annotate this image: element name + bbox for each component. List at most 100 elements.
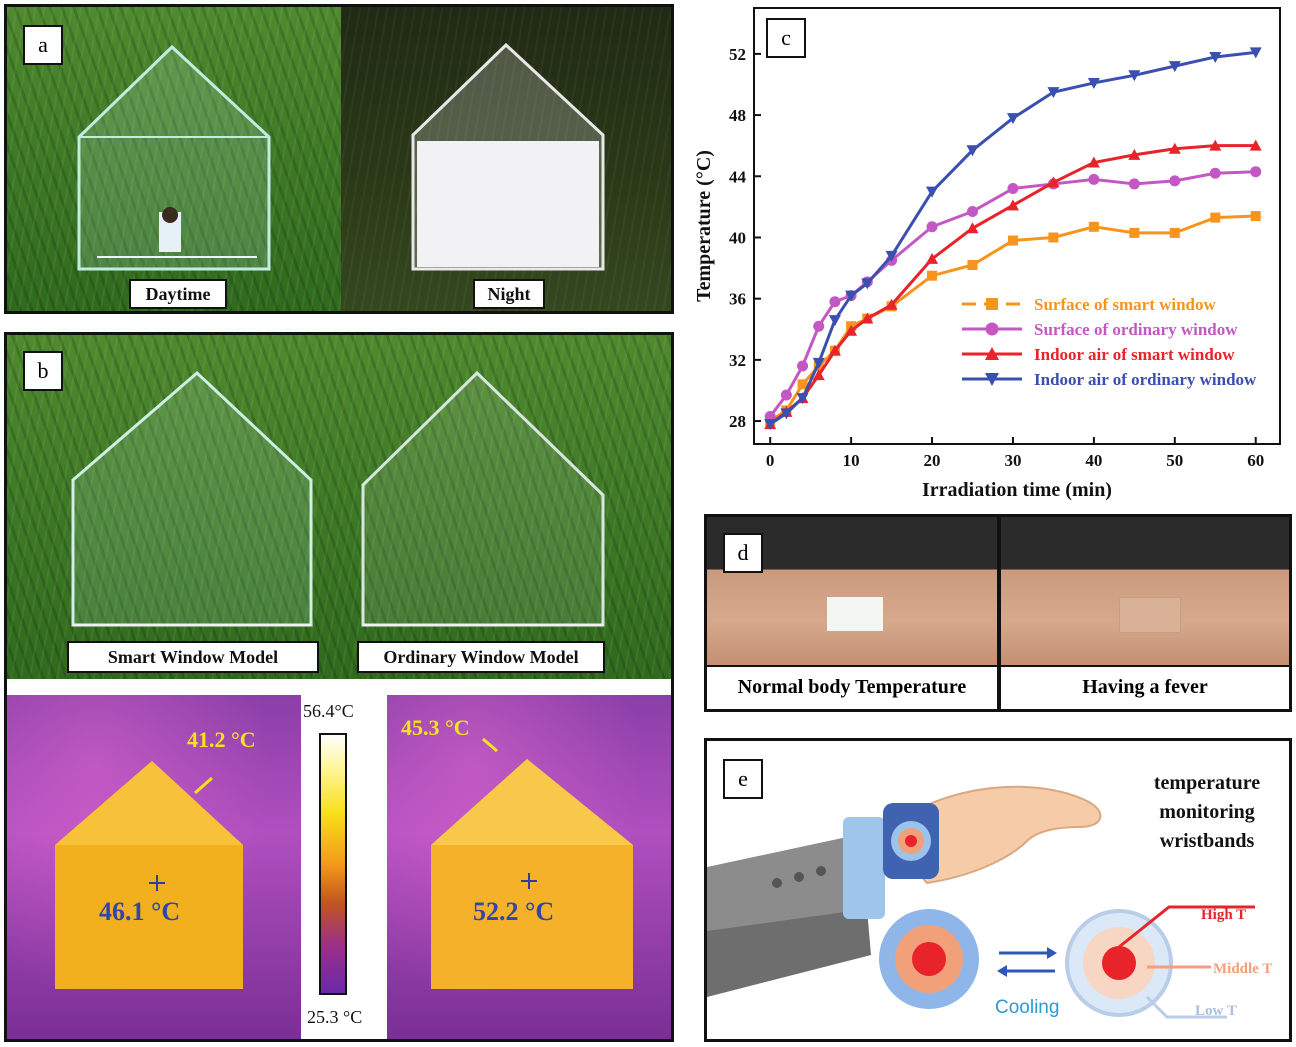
x-tick-label: 40 [1085, 451, 1102, 470]
night-photo [341, 7, 671, 311]
panel-e-label: e [723, 759, 763, 799]
night-caption: Night [473, 279, 545, 309]
panel-d-label: d [723, 533, 763, 573]
data-point [926, 252, 939, 264]
panel-c-label: c [766, 18, 806, 58]
x-tick-label: 20 [924, 451, 941, 470]
data-point [1168, 142, 1181, 154]
middle-t-label: Middle T [1213, 961, 1273, 977]
data-point [797, 379, 808, 390]
data-point [1250, 211, 1261, 222]
warm-indicator [1065, 905, 1255, 1019]
data-point [1088, 173, 1100, 185]
panel-d: Normal body Temperature Having a fever d [704, 514, 1292, 712]
legend-entry: Surface of ordinary window [962, 320, 1238, 339]
thermal-house-smart [55, 761, 243, 989]
data-point [828, 344, 841, 356]
data-point [845, 324, 858, 336]
panel-c: 0 10 20 30 40 50 60 28 32 36 40 44 48 52 Surface of s… [690, 0, 1296, 505]
panel-b: Smart Window Model Ordinary Window Model… [4, 332, 674, 1042]
smart-indoor-temperature: 46.1 °C [99, 897, 181, 926]
forehead-photo-fever [1001, 517, 1289, 665]
reversible-arrows-icon [997, 947, 1057, 977]
data-point [1168, 61, 1181, 73]
x-tick-label: 10 [843, 451, 860, 470]
thermal-image-smart: 41.2 °C 46.1 °C [7, 695, 301, 1039]
temperature-colorbar [319, 733, 347, 995]
wristband-title: temperature monitoring wristbands [1137, 769, 1277, 856]
data-point [1249, 47, 1262, 59]
legend-entry: Indoor air of ordinary window [962, 370, 1257, 389]
toy-figure [159, 212, 181, 252]
temperature-line-chart: 0 10 20 30 40 50 60 28 32 36 40 44 48 52 Surface of s… [693, 7, 1281, 501]
data-point [1128, 70, 1141, 82]
data-point [1209, 139, 1222, 151]
data-point [1169, 227, 1180, 238]
data-point [985, 347, 999, 360]
data-point [986, 298, 998, 310]
data-point [812, 357, 825, 369]
data-point [1088, 221, 1099, 232]
panel-a: a Daytime Night [4, 4, 674, 314]
data-point [797, 360, 809, 372]
thermal-image-ordinary: 45.3 °C 52.2 °C [387, 695, 671, 1039]
models-photo [7, 335, 671, 679]
data-point [967, 260, 978, 271]
band [843, 817, 885, 919]
data-point [780, 389, 792, 401]
data-point [1129, 227, 1140, 238]
data-point [885, 298, 898, 310]
series-0 [765, 211, 1261, 427]
x-tick-label: 30 [1004, 451, 1021, 470]
legend-entry: Indoor air of smart window [962, 345, 1235, 364]
data-point [829, 296, 841, 308]
data-point [812, 369, 825, 381]
x-tick-label: 60 [1247, 451, 1264, 470]
ordinary-roof-temperature: 45.3 °C [401, 715, 470, 740]
panel-d-caption-rule [707, 665, 1289, 667]
data-point [966, 205, 978, 217]
data-point [985, 373, 999, 386]
data-point [813, 320, 825, 332]
data-point [1007, 235, 1018, 246]
y-tick-label: 32 [729, 351, 746, 370]
data-point [927, 270, 938, 281]
data-point [1047, 87, 1060, 99]
data-point [1087, 77, 1100, 89]
daytime-caption: Daytime [129, 279, 227, 309]
series-line [769, 214, 1256, 423]
y-axis-label: Temperature (°C) [693, 150, 715, 302]
normal-body-temperature-caption: Normal body Temperature [737, 676, 967, 698]
y-tick-label: 52 [729, 45, 746, 64]
smart-roof-temperature: 41.2 °C [187, 727, 256, 752]
x-axis-label: Irradiation time (min) [922, 479, 1112, 501]
wristband-title-line-2: monitoring [1159, 801, 1255, 823]
glass-house-model [77, 44, 271, 271]
having-a-fever-caption: Having a fever [1082, 676, 1208, 698]
wristband-illustration [707, 785, 1255, 1019]
panel-a-label: a [23, 25, 63, 65]
data-point [1249, 139, 1262, 151]
cool-indicator [879, 909, 979, 1009]
cooling-label: Cooling [995, 997, 1060, 1018]
y-tick-label: 44 [729, 167, 747, 186]
data-point [1007, 183, 1019, 195]
ordinary-indoor-temperature: 52.2 °C [473, 897, 555, 926]
data-point [764, 419, 777, 431]
series-3 [764, 47, 1262, 431]
data-point [1209, 167, 1221, 179]
plot-frame [753, 7, 1281, 445]
data-point [985, 322, 999, 336]
x-tick-label: 0 [766, 451, 775, 470]
data-point [1048, 232, 1059, 243]
data-point [1087, 156, 1100, 168]
ordinary-window-model-caption: Ordinary Window Model [357, 641, 605, 673]
thermal-house-ordinary [431, 737, 633, 989]
y-tick-label: 40 [729, 228, 746, 247]
data-point [926, 186, 939, 198]
legend-label: Indoor air of ordinary window [1034, 370, 1257, 389]
data-point [828, 315, 841, 327]
legend-label: Surface of ordinary window [1034, 320, 1238, 339]
legend-entry: Surface of smart window [962, 295, 1217, 314]
data-point [966, 145, 979, 157]
